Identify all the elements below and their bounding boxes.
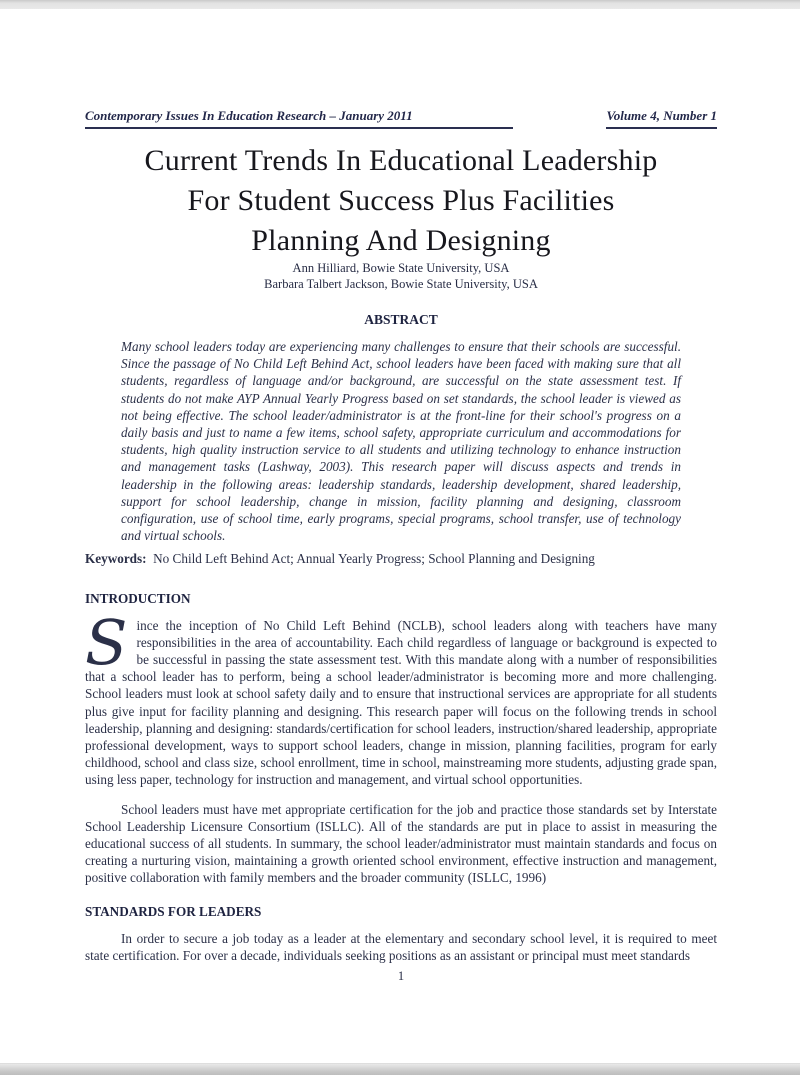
page-content: Contemporary Issues In Education Researc…	[0, 9, 800, 984]
author-line: Ann Hilliard, Bowie State University, US…	[292, 261, 510, 275]
paper-title-line-2: For Student Success Plus Facilities	[187, 184, 615, 217]
abstract-heading: ABSTRACT	[364, 312, 438, 327]
paper-title-line-3: Planning And Designing	[251, 224, 551, 257]
journal-name: Contemporary Issues In Education Researc…	[85, 108, 513, 129]
paper-title-line-1: Current Trends In Educational Leadership	[144, 144, 658, 177]
section-heading-introduction: INTRODUCTION	[85, 590, 191, 606]
keywords-line: Keywords: No Child Left Behind Act; Annu…	[85, 550, 717, 567]
author-line: Barbara Talbert Jackson, Bowie State Uni…	[264, 276, 538, 291]
keywords-text: No Child Left Behind Act; Annual Yearly …	[153, 551, 595, 567]
section-heading-standards: STANDARDS FOR LEADERS	[85, 903, 262, 919]
standards-paragraph-1: In order to secure a job today as a lead…	[85, 930, 717, 963]
paper-title: Current Trends In Educational Leadership…	[85, 141, 717, 261]
running-header: Contemporary Issues In Education Researc…	[85, 108, 717, 129]
volume-number: Volume 4, Number 1	[606, 108, 717, 129]
dropcap-letter: S	[85, 605, 128, 679]
introduction-paragraph-2: School leaders must have met appropriate…	[85, 801, 717, 886]
page-number: 1	[397, 969, 405, 984]
viewer-bottom-band	[0, 1063, 800, 1075]
author-block: Ann Hilliard, Bowie State University, US…	[85, 261, 717, 292]
document-page: Contemporary Issues In Education Researc…	[0, 9, 800, 1063]
viewer-top-band	[0, 0, 800, 9]
introduction-paragraph-1-text: ince the inception of No Child Left Behi…	[85, 617, 717, 788]
abstract-text: Many school leaders today are experienci…	[121, 339, 681, 544]
keywords-label: Keywords:	[85, 551, 147, 567]
